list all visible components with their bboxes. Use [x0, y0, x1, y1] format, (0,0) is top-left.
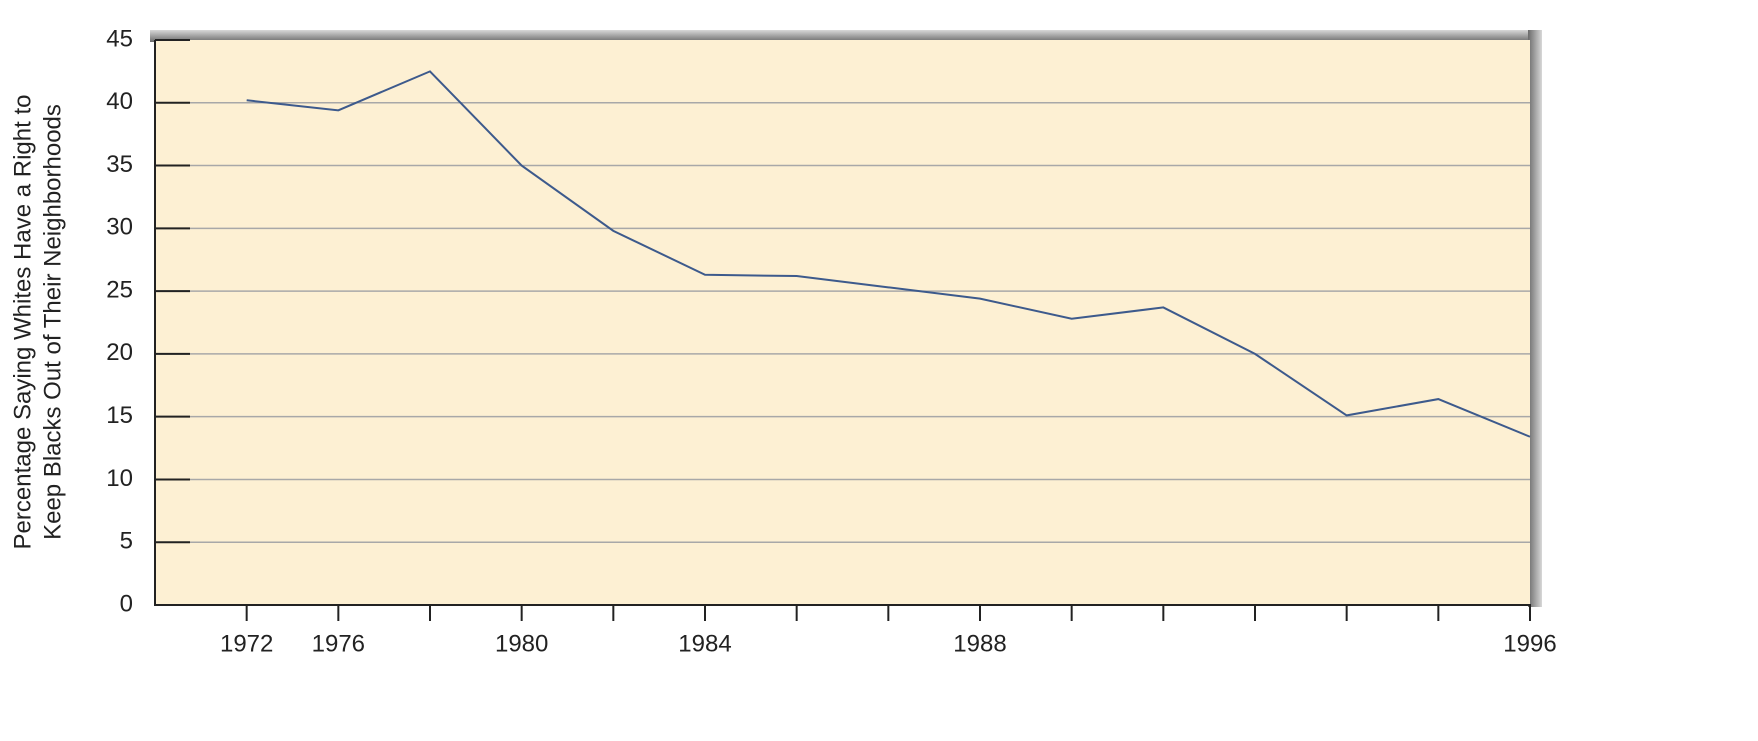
x-tick-label: 1984	[678, 630, 731, 657]
data-line	[246, 70, 1531, 438]
y-axis-label: Keep Blacks Out of Their Neighborhoods	[39, 104, 66, 540]
y-tick-label: 5	[120, 528, 133, 555]
y-tick-label: 30	[106, 214, 133, 241]
frame-shadow	[1528, 30, 1542, 607]
x-tick-label: 1988	[953, 630, 1006, 657]
y-tick-label: 45	[106, 25, 133, 52]
y-tick-label: 10	[106, 465, 133, 492]
y-tick-label: 40	[106, 88, 133, 115]
x-tick-label: 1996	[1503, 630, 1556, 657]
x-tick-label: 1980	[495, 630, 548, 657]
x-tick-label: 1972	[220, 630, 273, 657]
x-tick-label: 1976	[312, 630, 365, 657]
y-tick-label: 25	[106, 276, 133, 303]
frame-shadow	[150, 30, 1542, 42]
y-tick-label: 20	[106, 339, 133, 366]
y-tick-label: 15	[106, 402, 133, 429]
y-axis-label: Percentage Saying Whites Have a Right to	[9, 95, 36, 550]
plot-area	[155, 40, 1530, 605]
y-tick-label: 0	[120, 590, 133, 617]
y-tick-label: 35	[106, 151, 133, 178]
